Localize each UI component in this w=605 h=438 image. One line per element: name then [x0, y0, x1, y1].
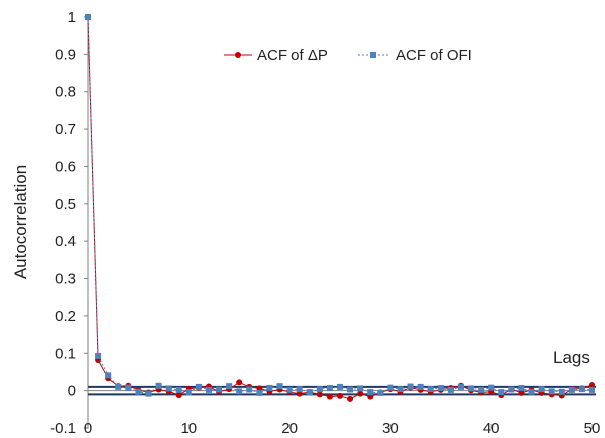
- legend: ACF of ΔP ACF of OFI: [224, 47, 472, 64]
- x-tick-label: 50: [584, 420, 601, 437]
- legend-label-ofi: ACF of OFI: [396, 47, 472, 64]
- data-point: [155, 382, 162, 389]
- data-point: [589, 382, 595, 389]
- series-line: [87, 16, 593, 400]
- legend-marker-dp: [235, 52, 241, 58]
- data-point: [407, 383, 414, 390]
- data-point: [286, 386, 293, 393]
- data-point: [437, 385, 444, 392]
- data-point: [387, 384, 394, 391]
- x-axis-title: Lags: [553, 348, 590, 367]
- data-point: [498, 389, 505, 396]
- legend-label-dp: ACF of ΔP: [257, 47, 328, 64]
- data-point: [367, 389, 374, 396]
- data-point: [417, 383, 424, 390]
- data-point: [337, 383, 343, 390]
- data-point: [568, 386, 575, 393]
- y-ticks: -0.1 0 0.1 0.2 0.3 0.4 0.5 0.6 0.7 0.8 0.9 1: [50, 9, 88, 437]
- data-point: [326, 385, 333, 392]
- data-point: [316, 391, 323, 398]
- data-point: [578, 386, 585, 393]
- y-tick-label: 0.2: [55, 308, 76, 325]
- legend-item-dp: ACF of ΔP: [224, 47, 328, 64]
- x-tick-label: 10: [180, 420, 197, 437]
- y-tick-label: 0.6: [55, 158, 76, 175]
- data-point: [488, 384, 495, 391]
- data-point: [347, 395, 354, 402]
- data-point: [347, 386, 354, 393]
- y-tick-label: 0.8: [55, 84, 76, 101]
- x-tick-label: 30: [382, 420, 399, 437]
- y-tick-label: 0.3: [55, 271, 76, 288]
- data-point: [316, 386, 323, 393]
- y-tick-label: 0.5: [55, 196, 76, 213]
- data-point: [397, 386, 404, 393]
- data-point: [266, 385, 273, 392]
- data-point: [518, 385, 525, 392]
- data-point: [145, 390, 152, 397]
- y-tick-label: 0.1: [55, 345, 76, 362]
- data-point: [357, 390, 364, 397]
- legend-marker-ofi: [370, 52, 376, 58]
- series-acf-ofi: [85, 14, 595, 397]
- data-point: [175, 386, 182, 393]
- data-point: [236, 388, 243, 395]
- x-ticks: 0 10 20 30 40 50: [84, 420, 601, 437]
- data-point: [457, 383, 464, 390]
- data-point: [195, 383, 202, 390]
- data-point: [377, 389, 384, 396]
- data-point: [538, 386, 545, 393]
- data-point: [185, 389, 192, 396]
- y-axis-title: Autocorrelation: [11, 165, 30, 279]
- data-point: [85, 14, 91, 20]
- data-point: [468, 385, 475, 392]
- data-point: [528, 388, 535, 395]
- data-point: [175, 392, 182, 399]
- x-tick-label: 40: [483, 420, 500, 437]
- data-point: [337, 392, 343, 399]
- series-layer: [85, 14, 595, 402]
- series-line: [87, 16, 593, 395]
- data-point: [306, 389, 313, 396]
- data-point: [427, 386, 434, 393]
- data-point: [276, 383, 283, 390]
- data-point: [518, 389, 525, 396]
- x-tick-label: 20: [281, 420, 298, 437]
- data-point: [246, 386, 253, 393]
- data-point: [548, 388, 555, 395]
- data-point: [447, 386, 454, 393]
- legend-item-ofi: ACF of OFI: [358, 47, 472, 64]
- y-tick-label: -0.1: [50, 420, 76, 437]
- data-point: [205, 386, 212, 393]
- y-tick-label: 0.7: [55, 121, 76, 138]
- y-tick-label: 1: [68, 9, 76, 26]
- series-acf-dp: [85, 14, 595, 402]
- data-point: [326, 393, 333, 400]
- data-point: [135, 388, 142, 395]
- x-tick-label: 0: [84, 420, 92, 437]
- data-point: [165, 385, 172, 392]
- data-point: [478, 386, 485, 393]
- data-point: [256, 389, 263, 396]
- data-point: [236, 379, 243, 386]
- data-point: [357, 385, 364, 392]
- data-point: [115, 383, 122, 390]
- data-point: [125, 384, 132, 391]
- data-point: [216, 386, 223, 393]
- data-point: [558, 388, 565, 395]
- data-point: [226, 383, 233, 390]
- y-tick-label: 0.9: [55, 46, 76, 63]
- data-point: [95, 352, 102, 359]
- data-point: [105, 372, 112, 379]
- y-tick-label: 0.4: [55, 233, 76, 250]
- data-point: [508, 386, 515, 393]
- data-point: [296, 386, 303, 393]
- y-tick-label: 0: [68, 383, 76, 400]
- data-point: [589, 386, 595, 393]
